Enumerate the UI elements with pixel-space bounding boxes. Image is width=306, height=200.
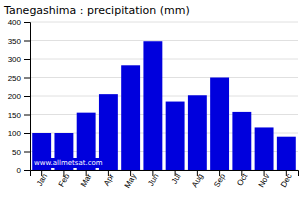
tick: Mar xyxy=(79,170,94,189)
grid-line xyxy=(30,40,298,41)
axis-line xyxy=(24,23,31,171)
annotation: www.allmetsat.com xyxy=(34,159,103,167)
grid xyxy=(30,22,298,170)
tick-label: Apr xyxy=(102,172,116,188)
tick-label: 400 xyxy=(8,18,22,27)
tick: Dec xyxy=(279,170,294,189)
tick-label: 350 xyxy=(8,37,22,46)
grid-line xyxy=(30,96,298,97)
tick-label: Oct xyxy=(235,171,249,187)
tick-label: 50 xyxy=(12,148,21,157)
x-axis: Jan Feb Mar Apr May Jun Jul Aug Sep Oct Nov Dec xyxy=(31,170,299,190)
tick: Jun xyxy=(146,170,160,188)
y-axis: 0 50 100 150 200 250 300 350 400 xyxy=(8,18,31,175)
tick: Apr xyxy=(102,170,116,187)
tick: 50 xyxy=(12,148,30,157)
tick-label: Nov xyxy=(257,172,272,189)
title: Tanegashima : precipitation (mm) xyxy=(3,4,190,17)
bar xyxy=(166,102,185,170)
tick-label: Aug xyxy=(190,172,205,189)
bar xyxy=(121,65,140,170)
tick-label: Jun xyxy=(146,172,160,188)
tick: 0 xyxy=(17,166,30,175)
grid-line xyxy=(30,114,298,115)
tick-label: 200 xyxy=(8,92,22,101)
tick: Oct xyxy=(235,170,249,187)
tick: 200 xyxy=(8,92,30,101)
grid-line xyxy=(30,77,298,78)
tick: Aug xyxy=(190,170,205,189)
tick: 250 xyxy=(8,74,30,83)
tick: 350 xyxy=(8,37,30,46)
grid-line xyxy=(30,59,298,60)
tick-mark xyxy=(24,115,30,116)
tick-label: 0 xyxy=(17,166,22,175)
tick: Feb xyxy=(57,170,72,189)
bar xyxy=(277,137,296,170)
tick: 300 xyxy=(8,55,30,64)
tick-mark xyxy=(24,78,30,79)
bars xyxy=(32,41,296,170)
tick-label: 150 xyxy=(8,111,22,120)
tick: Jul xyxy=(170,170,183,185)
bar xyxy=(210,78,229,171)
tick-mark xyxy=(24,22,30,23)
tick-mark xyxy=(24,96,30,97)
tick: 400 xyxy=(8,18,30,27)
annotation-background xyxy=(33,158,104,168)
tick-label: 300 xyxy=(8,55,22,64)
tick-mark xyxy=(24,170,30,171)
tick-mark xyxy=(24,41,30,42)
tick: Jan xyxy=(35,170,49,188)
tick-label: May xyxy=(123,172,138,190)
plot: 050100150200250300350400JanFebMarAprMayJ… xyxy=(8,18,299,190)
tick: Nov xyxy=(257,170,272,189)
tick: 100 xyxy=(8,129,30,138)
tick-mark xyxy=(24,152,30,153)
chart: 050100150200250300350400JanFebMarAprMayJ… xyxy=(0,0,306,200)
tick-mark xyxy=(24,59,30,60)
tick-label: Mar xyxy=(79,172,94,189)
axis-line xyxy=(31,171,299,177)
tick-mark xyxy=(24,133,30,134)
tick: 150 xyxy=(8,111,30,120)
tick-label: 250 xyxy=(8,74,22,83)
tick-label: Jul xyxy=(170,172,183,186)
bar xyxy=(143,41,162,170)
tick-label: 100 xyxy=(8,129,22,138)
tick: Sep xyxy=(212,170,227,189)
watermark: www.allmetsat.com xyxy=(33,158,104,168)
grid-line xyxy=(30,22,298,23)
tick-label: Jan xyxy=(35,172,49,188)
tick-label: Dec xyxy=(279,172,294,189)
bar xyxy=(232,112,251,170)
tick-label: Feb xyxy=(57,172,72,189)
tick-label: Sep xyxy=(212,172,227,189)
tick: May xyxy=(123,170,138,190)
bar xyxy=(255,127,274,170)
bar xyxy=(188,95,207,170)
